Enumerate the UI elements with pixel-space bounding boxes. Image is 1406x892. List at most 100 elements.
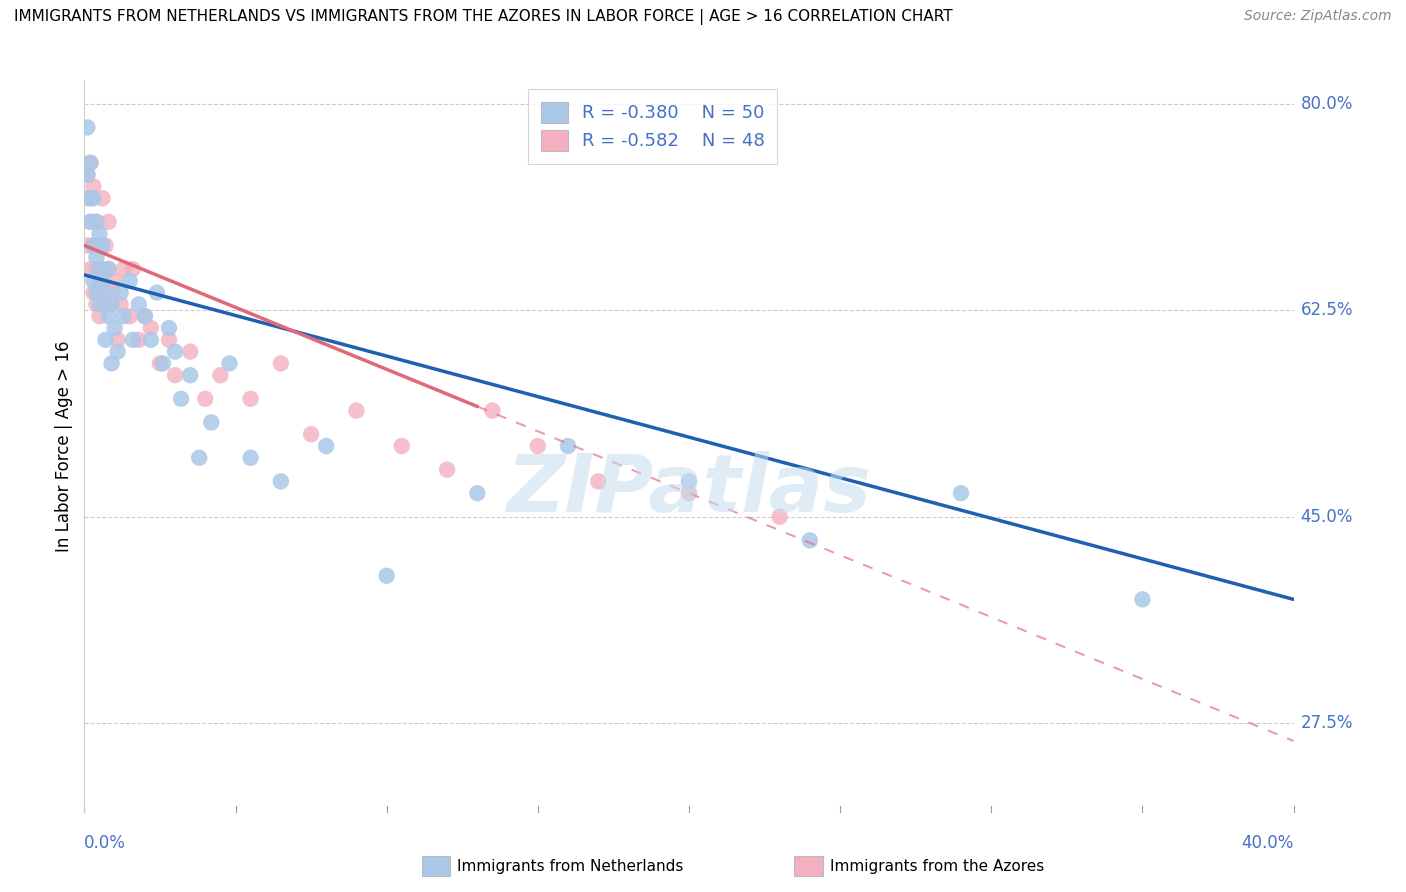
Point [100,297,122,311]
Point [100,285,122,300]
Point [97,310,120,324]
Point [1130,592,1153,607]
Point [97,215,120,229]
Point [79,215,101,229]
Point [239,392,262,406]
Point [239,450,262,465]
Point [89,310,111,324]
Point [86,215,108,229]
Point [86,250,108,264]
Point [76,238,98,252]
Point [89,274,111,288]
Point [315,439,337,453]
Point [112,310,135,324]
Point [104,321,127,335]
Point [94,285,117,300]
Point [86,285,108,300]
Y-axis label: In Labor Force | Age > 16: In Labor Force | Age > 16 [55,340,73,552]
Point [128,333,150,347]
Point [107,344,129,359]
Point [950,486,973,500]
Point [79,156,101,170]
Point [97,262,120,277]
Point [89,238,111,252]
Point [299,427,322,442]
Point [91,262,114,277]
Point [91,238,114,252]
Point [79,191,101,205]
Point [157,321,180,335]
Point [121,262,143,277]
Point [89,262,111,277]
Point [94,297,117,311]
Point [467,486,489,500]
Point [76,191,98,205]
Point [146,285,169,300]
Legend: R = -0.380    N = 50, R = -0.582    N = 48: R = -0.380 N = 50, R = -0.582 N = 48 [527,89,778,163]
Point [163,368,186,383]
Point [200,416,222,430]
Text: 62.5%: 62.5% [1301,301,1353,319]
Point [270,475,292,489]
Point [76,168,98,182]
Point [139,321,162,335]
Point [769,509,792,524]
Point [157,333,180,347]
Point [270,356,292,370]
Point [170,392,193,406]
Point [89,227,111,241]
Point [218,356,240,370]
Point [110,285,132,300]
Point [179,344,201,359]
Point [121,333,143,347]
Point [89,297,111,311]
Point [82,179,104,194]
Point [118,310,141,324]
Text: ZIPatlas: ZIPatlas [506,450,872,529]
Point [91,274,114,288]
Point [82,285,104,300]
Point [391,439,413,453]
Point [94,238,117,252]
Point [346,403,368,417]
Point [82,238,104,252]
Text: Immigrants from the Azores: Immigrants from the Azores [830,859,1043,873]
Point [436,462,458,476]
Point [86,262,108,277]
Point [139,333,162,347]
Point [82,191,104,205]
Point [134,310,156,324]
Text: 27.5%: 27.5% [1301,714,1353,732]
Point [179,368,201,383]
Point [79,215,101,229]
Point [375,568,398,582]
Point [76,120,98,135]
Point [86,215,108,229]
Text: Source: ZipAtlas.com: Source: ZipAtlas.com [1244,9,1392,23]
Point [110,297,132,311]
Point [678,475,700,489]
Point [152,356,174,370]
Point [188,450,211,465]
Point [91,191,114,205]
Text: Immigrants from Netherlands: Immigrants from Netherlands [457,859,683,873]
Point [526,439,548,453]
Point [76,168,98,182]
Text: 40.0%: 40.0% [1241,834,1294,852]
Point [678,486,700,500]
Point [82,238,104,252]
Point [79,156,101,170]
Point [107,333,129,347]
Point [149,356,172,370]
Point [128,297,150,311]
Point [100,356,122,370]
Point [86,297,108,311]
Text: 0.0%: 0.0% [84,834,127,852]
Point [112,262,135,277]
Point [94,333,117,347]
Point [163,344,186,359]
Point [481,403,503,417]
Point [209,368,232,383]
Text: 45.0%: 45.0% [1301,508,1353,525]
Point [104,274,127,288]
